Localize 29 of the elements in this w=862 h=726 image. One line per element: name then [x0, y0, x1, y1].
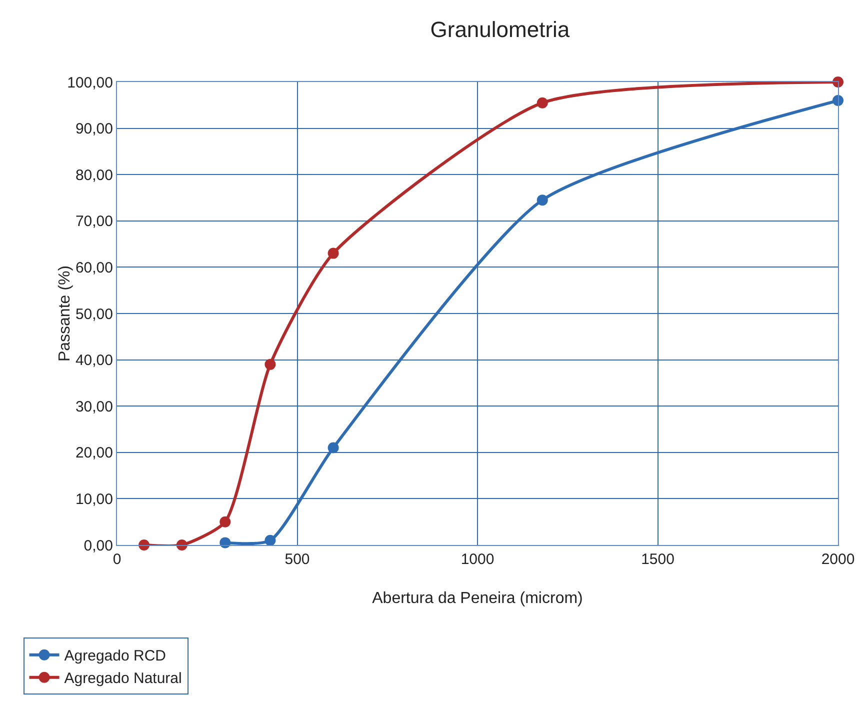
- y-tick-label: 60,00: [75, 259, 113, 276]
- y-tick-label: 40,00: [75, 352, 113, 370]
- point: [328, 248, 339, 259]
- y-tick-label: 50,00: [75, 306, 113, 323]
- legend-label: Agregado Natural: [64, 670, 182, 688]
- x-tick-label: 1000: [460, 551, 494, 568]
- legend-label: Agregado RCD: [64, 648, 166, 665]
- y-tick-label: 20,00: [75, 444, 113, 462]
- y-tick-label: 0,00: [84, 537, 113, 554]
- point: [264, 534, 276, 546]
- y-tick-label: 30,00: [75, 398, 113, 416]
- y-tick-label: 90,00: [75, 120, 113, 138]
- x-axis-title: Abertura da Peneira (microm): [372, 590, 583, 607]
- y-tick-label: 70,00: [75, 213, 113, 230]
- point: [220, 537, 231, 548]
- y-tick-label: 10,00: [75, 490, 113, 508]
- x-tick-label: 2000: [821, 551, 855, 568]
- y-tick-label: 80,00: [75, 166, 113, 184]
- x-tick-label: 0: [112, 551, 122, 568]
- point: [536, 194, 548, 206]
- point: [264, 358, 276, 370]
- chart-title: Granulometria: [430, 17, 570, 42]
- point: [220, 516, 231, 528]
- point: [536, 97, 548, 108]
- y-axis-title: Passante (%): [56, 265, 74, 362]
- x-tick-label: 1500: [641, 551, 674, 568]
- y-tick-label: 100,00: [67, 74, 113, 92]
- point: [328, 442, 339, 454]
- x-tick-label: 500: [284, 551, 310, 568]
